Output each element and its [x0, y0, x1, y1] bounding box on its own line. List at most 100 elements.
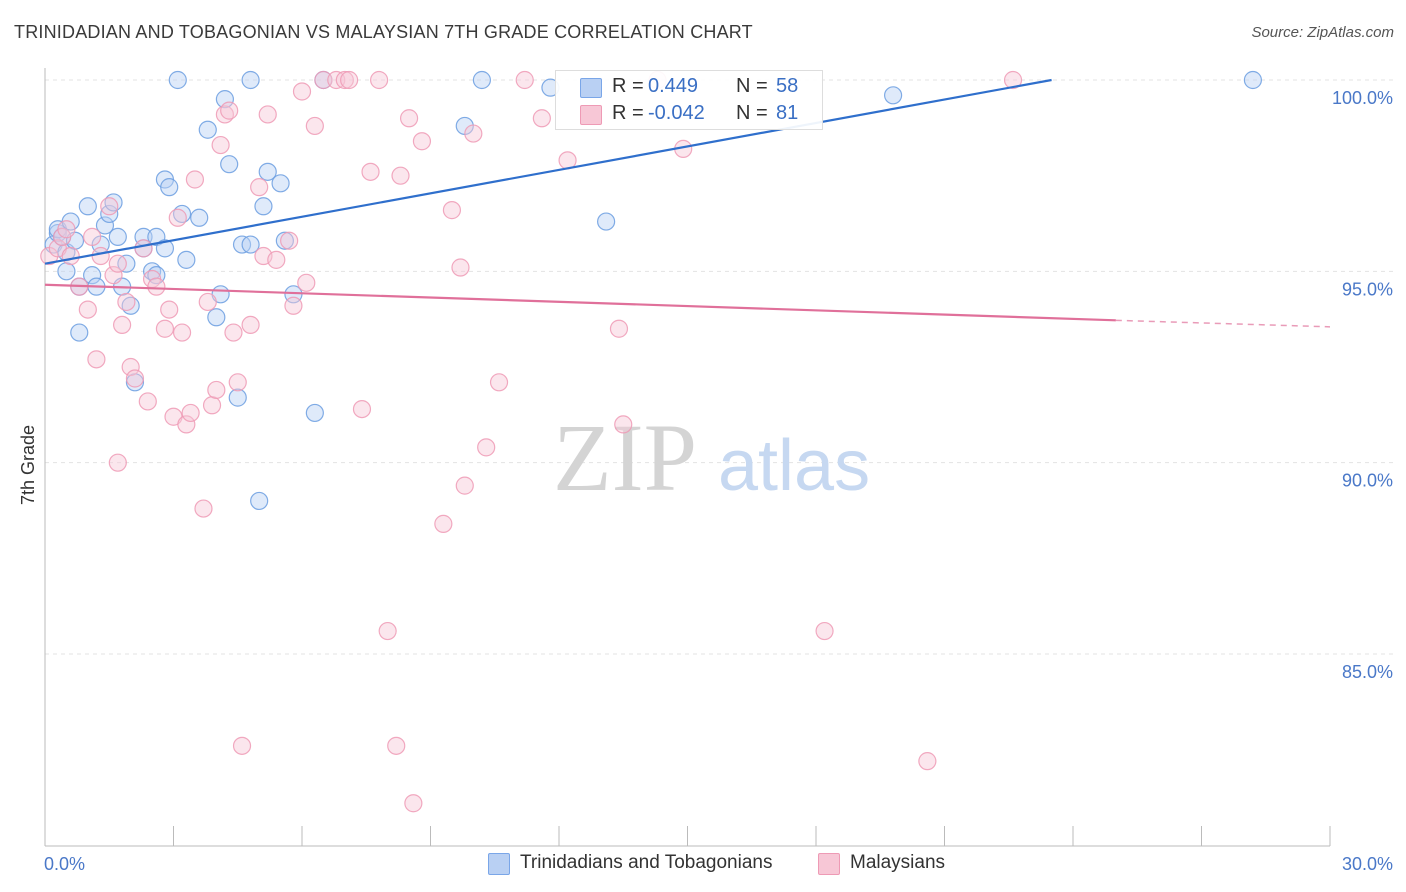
- legend-n-value: 58: [776, 75, 799, 97]
- point-malaysian: [370, 70, 389, 90]
- point-malaysian: [340, 70, 359, 90]
- series-legend: Trinidadians and Tobagonians Malaysians: [0, 852, 1406, 878]
- point-malaysian: [489, 373, 509, 392]
- point-malaysian: [202, 396, 222, 415]
- watermark-atlas: atlas: [718, 426, 870, 506]
- point-trinidadian: [250, 491, 269, 511]
- point-malaysian: [412, 132, 432, 151]
- point-trinidadian: [597, 212, 616, 231]
- point-trinidadian: [1243, 70, 1263, 90]
- point-malaysian: [108, 453, 127, 472]
- legend-row-trinidadian: R = 0.449 N = 58: [556, 74, 822, 100]
- point-malaysian: [78, 300, 97, 319]
- point-malaysian: [168, 208, 187, 227]
- legend-n-value: 81: [776, 102, 799, 124]
- point-malaysian: [220, 101, 239, 120]
- point-trinidadian: [155, 239, 175, 258]
- point-malaysian: [609, 319, 629, 338]
- point-trinidadian: [207, 308, 226, 327]
- trend-lines: [44, 78, 1331, 328]
- point-malaysian: [117, 292, 136, 312]
- point-malaysian: [361, 162, 380, 181]
- point-malaysian: [224, 323, 243, 342]
- point-malaysian: [477, 438, 496, 457]
- legend-swatch-malaysian: [580, 105, 602, 125]
- legend-r-value: -0.042: [648, 102, 705, 124]
- watermark-zip: ZIP: [553, 404, 697, 511]
- point-malaysian: [91, 246, 110, 266]
- point-trinidadian: [78, 197, 97, 216]
- point-trinidadian: [305, 403, 324, 423]
- point-malaysian: [305, 116, 324, 136]
- point-malaysian: [147, 277, 166, 296]
- point-malaysian: [134, 239, 153, 258]
- point-trinidadian: [83, 266, 102, 285]
- point-malaysian: [918, 752, 937, 771]
- point-trinidadian: [177, 250, 196, 269]
- point-trinidadian: [160, 178, 179, 197]
- point-trinidadian: [228, 388, 247, 407]
- watermark: ZIP atlas: [553, 404, 870, 511]
- point-trinidadian: [258, 162, 277, 181]
- point-trinidadian: [241, 70, 260, 90]
- legend-swatch-trinidadian: [580, 78, 602, 98]
- point-malaysian: [228, 373, 247, 392]
- stats-legend: R = 0.449 N = 58 R = -0.042 N = 81: [555, 70, 823, 130]
- y-axis-label: 7th Grade: [18, 425, 38, 505]
- y-tick-label: 85.0%: [1342, 662, 1393, 682]
- series-swatch-trinidadian: [488, 853, 510, 875]
- point-malaysian: [83, 227, 102, 246]
- source-label: Source: ZipAtlas.com: [1251, 24, 1394, 41]
- point-malaysian: [284, 296, 303, 315]
- legend-row-malaysian: R = -0.042 N = 81: [556, 101, 822, 127]
- point-malaysian: [464, 124, 483, 143]
- point-malaysian: [57, 220, 76, 239]
- data-points: [40, 70, 1263, 813]
- legend-n-label: N =: [736, 75, 768, 97]
- point-malaysian: [442, 201, 462, 220]
- point-malaysian: [399, 109, 419, 128]
- point-trinidadian: [57, 262, 76, 281]
- y-tick-label: 90.0%: [1342, 471, 1393, 491]
- legend-r-value: 0.449: [648, 75, 699, 97]
- point-malaysian: [125, 369, 145, 388]
- point-malaysian: [160, 300, 179, 319]
- y-tick-label: 100.0%: [1332, 88, 1393, 108]
- point-trinidadian: [108, 227, 127, 246]
- point-malaysian: [198, 292, 217, 312]
- trend-line-trinidadian: [44, 78, 1052, 265]
- point-malaysian: [451, 258, 470, 277]
- point-malaysian: [335, 70, 354, 90]
- point-trinidadian: [168, 70, 187, 90]
- grid-lines: [45, 79, 1394, 655]
- point-malaysian: [121, 357, 140, 377]
- point-malaysian: [455, 476, 474, 495]
- point-malaysian: [267, 250, 286, 269]
- point-malaysian: [172, 323, 192, 342]
- point-malaysian: [515, 70, 534, 90]
- point-trinidadian: [190, 208, 209, 227]
- point-malaysian: [185, 170, 205, 189]
- point-trinidadian: [198, 120, 217, 139]
- point-malaysian: [181, 403, 200, 423]
- point-malaysian: [258, 105, 277, 124]
- point-malaysian: [241, 315, 260, 335]
- trend-line-malaysian: [44, 283, 1116, 322]
- point-malaysian: [815, 621, 834, 641]
- point-malaysian: [211, 135, 230, 155]
- point-malaysian: [297, 273, 316, 292]
- point-malaysian: [138, 392, 157, 411]
- legend-r-label: R =: [612, 75, 644, 97]
- point-malaysian: [614, 415, 633, 434]
- point-malaysian: [1003, 70, 1023, 90]
- trend-line-malaysian-extension: [1115, 319, 1331, 328]
- point-malaysian: [532, 109, 551, 128]
- point-malaysian: [434, 514, 453, 533]
- point-malaysian: [194, 499, 213, 518]
- point-malaysian: [232, 736, 252, 755]
- point-malaysian: [177, 415, 196, 434]
- point-trinidadian: [215, 90, 234, 109]
- point-trinidadian: [220, 155, 239, 174]
- point-malaysian: [352, 399, 372, 419]
